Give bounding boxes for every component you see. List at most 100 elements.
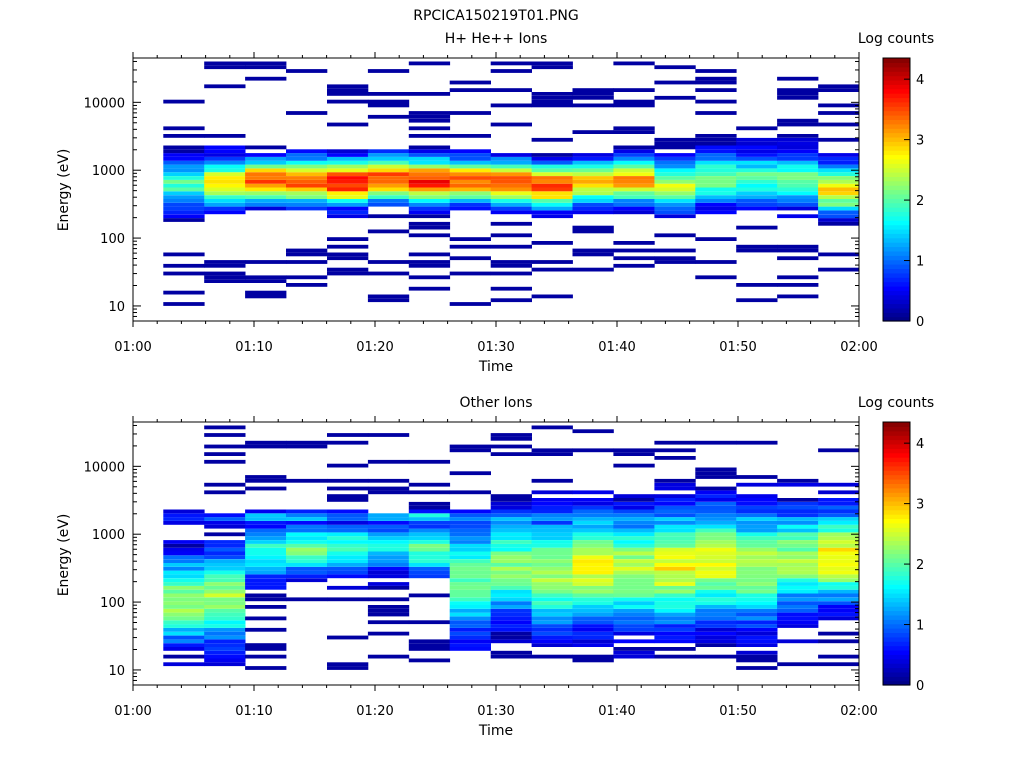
heatmap-cell: [286, 183, 328, 188]
heatmap-cell: [654, 256, 696, 261]
heatmap-cell: [736, 475, 778, 479]
heatmap-cell: [245, 521, 287, 525]
heatmap-cell: [286, 478, 328, 483]
heatmap-cell: [736, 635, 778, 640]
colorbar-segment: [883, 316, 910, 322]
heatmap-cell: [695, 631, 737, 636]
heatmap-cell: [163, 271, 205, 276]
colorbar-segment: [883, 185, 910, 191]
heatmap-cell: [531, 578, 573, 583]
heatmap-cell: [818, 164, 860, 169]
heatmap-cell: [204, 157, 246, 161]
heatmap-cell: [163, 134, 205, 138]
heatmap-cell: [572, 658, 614, 663]
heatmap-cell: [531, 528, 573, 533]
heatmap-cell: [654, 509, 696, 514]
heatmap-cell: [818, 555, 860, 560]
panel-2-title: Other Ions: [459, 395, 532, 411]
heatmap-cell: [449, 256, 491, 261]
heatmap-cell: [245, 593, 287, 598]
colorbar-segment: [883, 641, 910, 647]
heatmap-cell: [449, 195, 491, 199]
heatmap-cell: [286, 172, 328, 176]
heatmap-cell: [327, 122, 369, 127]
heatmap-cell: [695, 605, 737, 609]
heatmap-cell: [367, 524, 410, 529]
heatmap-cell: [613, 631, 655, 636]
heatmap-cell: [613, 521, 655, 525]
heatmap-cell: [163, 643, 205, 647]
heatmap-cell: [613, 179, 655, 184]
heatmap-cell: [695, 524, 737, 529]
heatmap-cell: [408, 195, 451, 199]
heatmap-cell: [327, 547, 369, 552]
heatmap-cell: [449, 551, 491, 556]
heatmap-cell: [695, 134, 737, 138]
colorbar-segment: [883, 158, 910, 164]
heatmap-cell: [736, 540, 778, 544]
heatmap-cell: [695, 157, 737, 161]
heatmap-cell: [613, 532, 655, 537]
heatmap-cell: [204, 593, 246, 598]
heatmap-cell: [531, 620, 573, 625]
heatmap-cell: [777, 509, 819, 514]
y-tick-label: 10: [108, 664, 125, 679]
heatmap-cell: [286, 513, 328, 518]
heatmap-cell: [736, 126, 778, 131]
heatmap-cell: [408, 134, 451, 138]
heatmap-cell: [818, 505, 860, 510]
heatmap-cell: [531, 452, 573, 456]
heatmap-cell: [695, 237, 737, 241]
heatmap-cell: [367, 172, 410, 176]
heatmap-cell: [204, 547, 246, 552]
heatmap-cell: [327, 566, 369, 571]
heatmap-cell: [286, 547, 328, 552]
heatmap-cell: [736, 605, 778, 609]
colorbar-segment: [883, 443, 910, 449]
heatmap-cell: [449, 647, 491, 651]
heatmap-cell: [286, 563, 328, 567]
heatmap-cell: [695, 589, 737, 594]
heatmap-cell: [572, 608, 614, 613]
colorbar-segment: [883, 224, 910, 230]
heatmap-cell: [777, 524, 819, 529]
heatmap-cell: [695, 505, 737, 510]
heatmap-cell: [531, 501, 573, 506]
heatmap-cell: [163, 616, 205, 621]
heatmap-cell: [327, 237, 369, 241]
heatmap-cell: [777, 134, 819, 138]
heatmap-cell: [163, 160, 205, 165]
heatmap-cell: [490, 168, 532, 173]
heatmap-cell: [327, 498, 369, 502]
colorbar-segment: [883, 307, 910, 313]
heatmap-cell: [163, 631, 205, 636]
heatmap-cell: [818, 521, 860, 525]
heatmap-cell: [613, 612, 655, 617]
heatmap-cell: [777, 536, 819, 540]
heatmap-cell: [572, 164, 614, 169]
heatmap-cell: [531, 551, 573, 556]
heatmap-cell: [327, 517, 369, 521]
heatmap-cell: [613, 99, 655, 104]
heatmap-cell: [449, 444, 491, 449]
x-tick-label: 01:30: [477, 704, 514, 719]
heatmap-cell: [327, 509, 369, 514]
heatmap-cell: [818, 608, 860, 613]
heatmap-cell: [408, 559, 451, 563]
heatmap-cell: [449, 620, 491, 625]
heatmap-cell: [490, 536, 532, 540]
heatmap-cell: [490, 566, 532, 571]
heatmap-cell: [204, 459, 246, 464]
colorbar-tick-label: 2: [916, 194, 924, 209]
heatmap-cell: [654, 559, 696, 563]
heatmap-cell: [613, 654, 655, 659]
heatmap-cell: [736, 578, 778, 583]
heatmap-cell: [204, 570, 246, 575]
heatmap-cell: [777, 92, 819, 96]
heatmap-cell: [245, 153, 287, 157]
heatmap-cell: [777, 585, 819, 590]
heatmap-cell: [408, 225, 451, 230]
heatmap-cell: [490, 528, 532, 533]
heatmap-cell: [449, 605, 491, 609]
heatmap-cell: [818, 153, 860, 157]
